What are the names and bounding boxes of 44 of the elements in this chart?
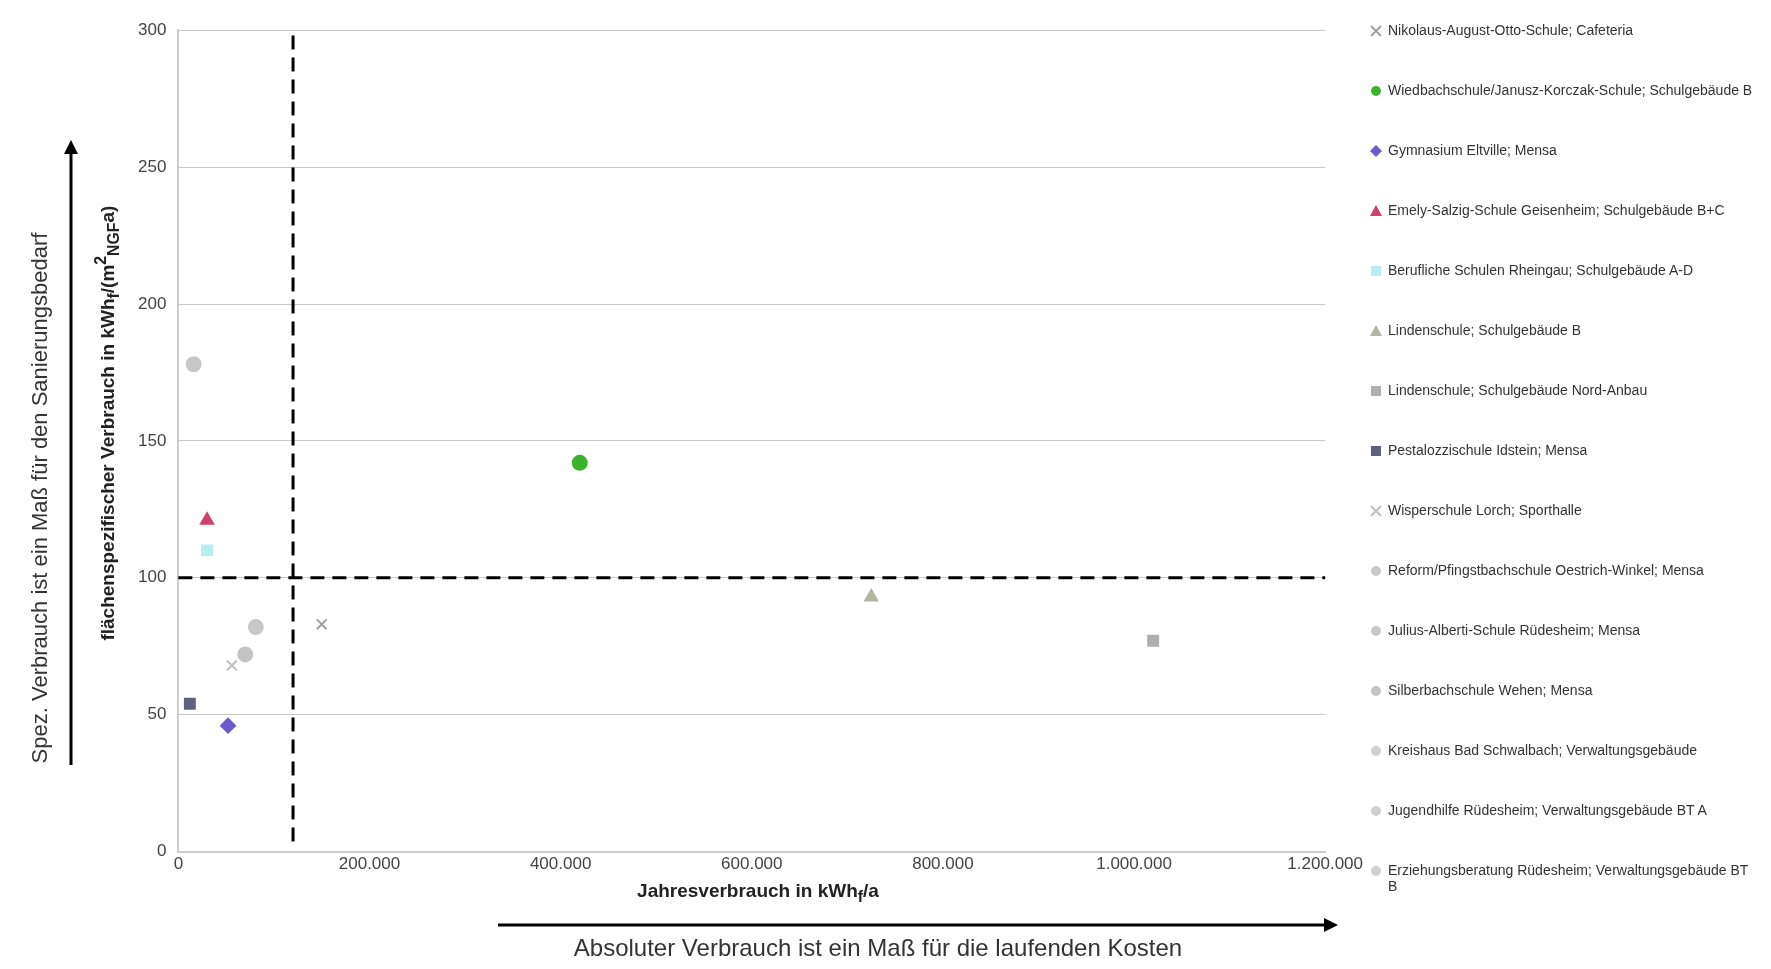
legend-label: Lindenschule; Schulgebäude B [1388,322,1582,338]
x-tick-label: 1.200.000 [1287,854,1364,874]
legend-label: Lindenschule; Schulgebäude Nord-Anbau [1388,382,1648,398]
legend-label: Nikolaus-August-Otto-Schule; Cafeteria [1388,22,1634,38]
x-tick-label: 0 [173,854,184,874]
legend-label: Reform/Pfingstbachschule Oestrich-Winkel; Mensa [1388,562,1704,578]
point [864,588,879,602]
text: Spez. Verbrauch ist ein Maß für den Sanierungsbedarf [27,232,53,764]
point [237,646,254,663]
y-tick-label: 250 [137,156,167,176]
legend-label: Emely-Salzig-Schule Geisenheim; Schulgebäude B+C [1388,202,1725,218]
point [183,697,196,710]
point [247,619,264,636]
x-tick-label: 800.000 [912,854,974,874]
point [1147,634,1160,647]
legend-label: Julius-Alberti-Schule Rüdesheim; Mensa [1388,622,1641,638]
point [315,618,328,631]
legend-label: Berufliche Schulen Rheingau; Schulgebäude A-D [1388,262,1694,278]
legend-label: Pestalozzischule Idstein; Mensa [1388,442,1588,458]
y-tick-label: 0 [156,841,167,861]
y-tick-label: 100 [137,567,167,587]
x-tick-label: 200.000 [338,854,401,874]
y-tick-label: 300 [137,19,167,39]
point [225,659,238,672]
point [199,512,215,525]
legend-label: Wiedbachschule/Janusz-Korczak-Schule; Schulgebäude B [1388,82,1753,98]
x-tick-label: 1.000.000 [1096,854,1172,874]
point [220,717,237,734]
point [201,544,213,557]
point [185,356,202,373]
x-tick-label: 400.000 [529,854,592,874]
x-axis-title: Jahresverbrauch in kWh$_{f}$/a [636,880,880,906]
legend-label: Silberbachschule Wehen; Mensa [1388,682,1593,698]
legend-label: Kreishaus Bad Schwalbach; Verwaltungsgebäude [1388,742,1697,758]
x-tick-label: 600.000 [721,854,783,874]
text: Absoluter Verbrauch ist ein Maß für die laufenden Kosten [572,934,1184,962]
y-tick-label: 200 [137,293,167,313]
legend-label: Gymnasium Eltville; Mensa [1388,142,1557,158]
legend-label: Jugendhilfe Rüdesheim; Verwaltungsgebäude BT A [1388,802,1707,818]
point [571,454,588,471]
y-tick-label: 150 [137,430,167,450]
y-tick-label: 50 [147,704,167,724]
legend-label: Wisperschule Lorch; Sporthalle [1388,502,1582,518]
legend-label: Erziehungsberatung Rüdesheim; Verwaltungsgebäude BT B [1388,862,1750,894]
